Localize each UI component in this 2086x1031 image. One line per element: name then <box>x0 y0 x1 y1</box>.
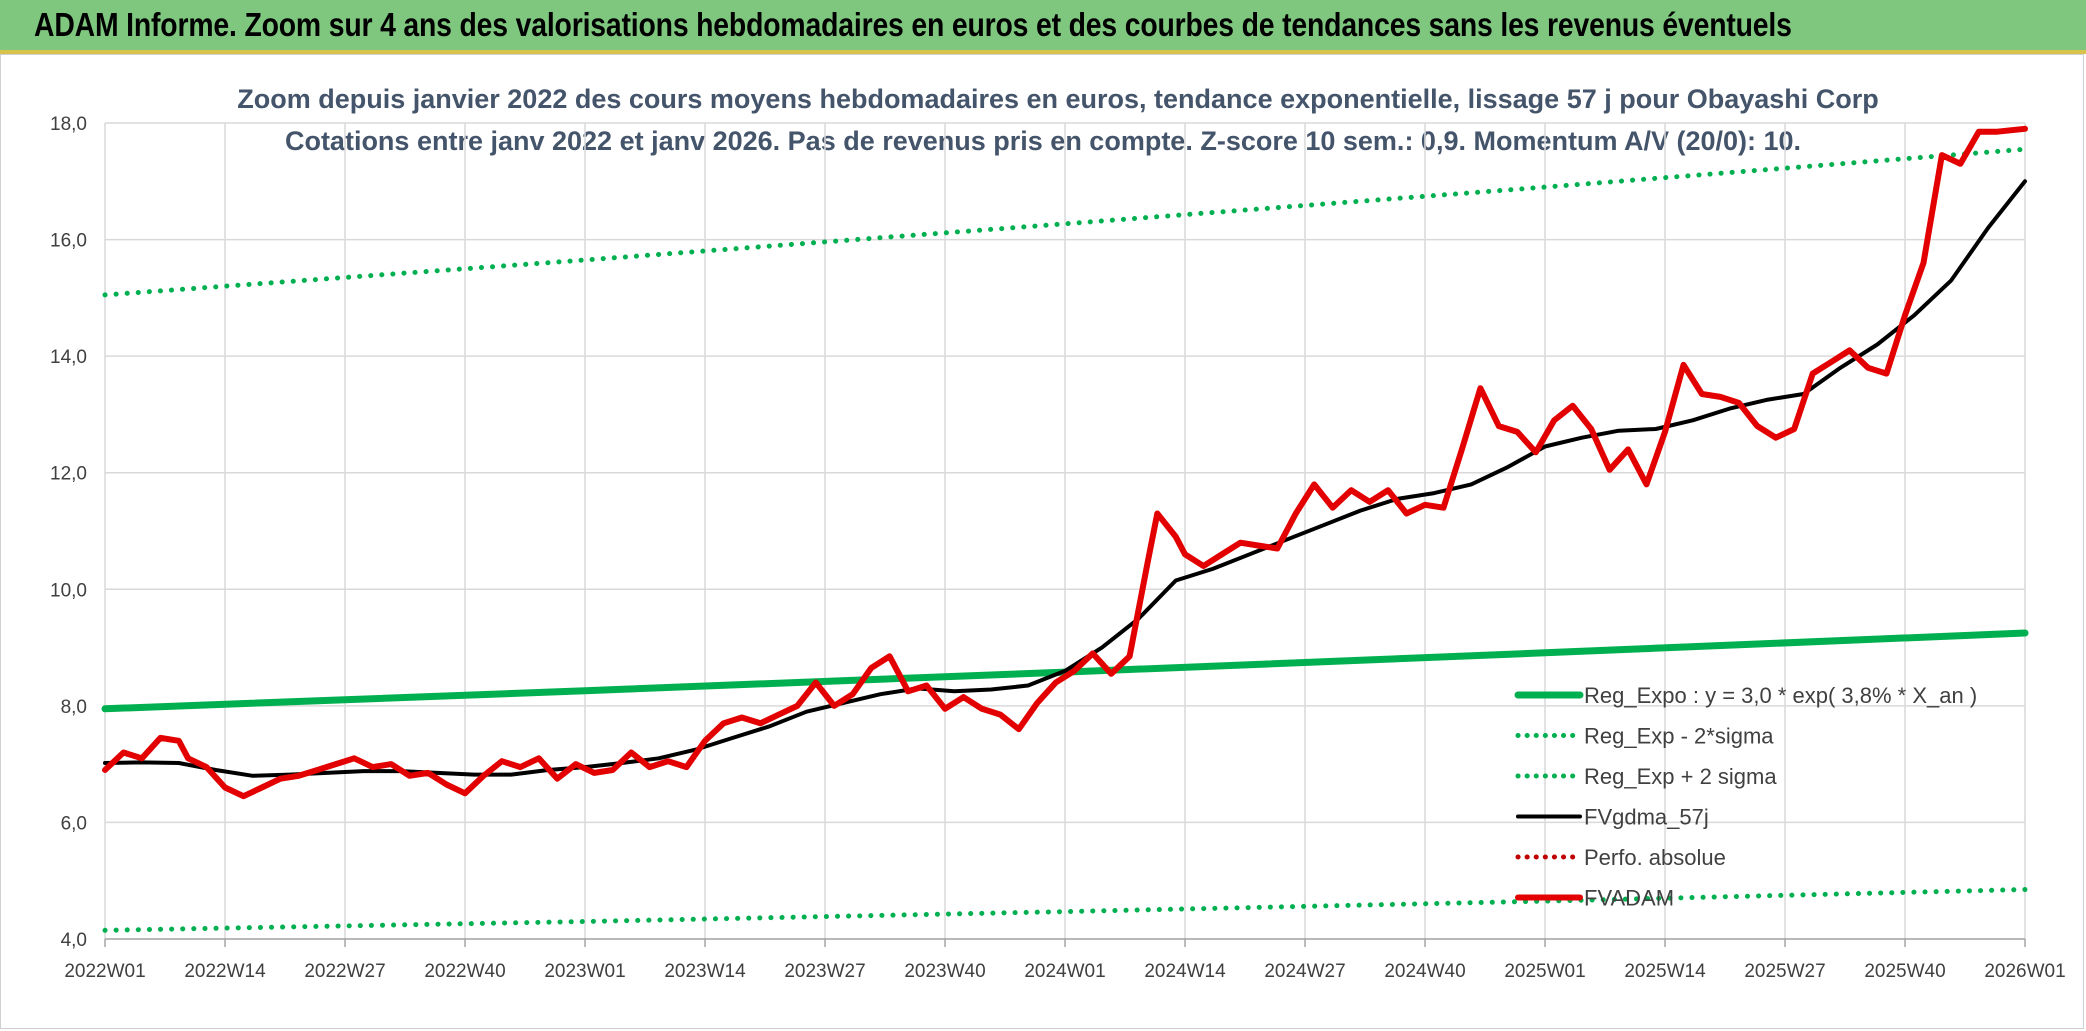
legend-label-2: Reg_Exp + 2 sigma <box>1584 764 1777 789</box>
y-tick-label: 14,0 <box>50 347 87 368</box>
x-axis: 2022W01 2022W14 2022W27 2022W40 2023W01 2023W… <box>64 938 2066 982</box>
x-tick-label: 2025W01 <box>1504 961 1585 982</box>
x-tick-label: 2025W40 <box>1864 961 1945 982</box>
y-tick-label: 4,0 <box>61 930 87 951</box>
legend-label-0: Reg_Expo : y = 3,0 * exp( 3,8% * X_an ) <box>1584 683 1977 708</box>
series-line-2 <box>102 146 2028 298</box>
y-axis: 4,0 6,0 8,0 10,0 12,0 14,0 16,0 18,0 <box>50 114 87 951</box>
y-tick-label: 6,0 <box>61 813 87 834</box>
y-tick-label: 12,0 <box>50 464 87 485</box>
x-tick-label: 2022W14 <box>184 961 266 982</box>
x-tick-label: 2023W40 <box>904 961 985 982</box>
y-tick-label: 8,0 <box>61 697 87 718</box>
x-tick-label: 2024W27 <box>1264 961 1345 982</box>
chart-title: Zoom depuis janvier 2022 des cours moyen… <box>237 84 1879 114</box>
report-banner: ADAM Informe. Zoom sur 4 ans des valoris… <box>0 0 2086 54</box>
y-tick-label: 18,0 <box>50 114 87 135</box>
x-tick-label: 2024W01 <box>1024 961 1105 982</box>
x-tick-label: 2024W40 <box>1384 961 1465 982</box>
legend-label-5: FVADAM <box>1584 886 1674 911</box>
x-tick-label: 2022W27 <box>304 961 385 982</box>
legend-label-3: FVgdma_57j <box>1584 805 1709 830</box>
x-tick-label: 2024W14 <box>1144 961 1226 982</box>
series-line-1 <box>102 887 2028 933</box>
series-layer <box>101 125 2029 933</box>
grid <box>104 122 2026 940</box>
x-tick-label: 2023W01 <box>544 961 625 982</box>
y-tick-label: 16,0 <box>50 231 87 252</box>
x-tick-label: 2026W01 <box>1984 961 2065 982</box>
x-tick-label: 2023W14 <box>664 961 746 982</box>
y-tick-label: 10,0 <box>50 580 87 601</box>
x-tick-label: 2025W27 <box>1744 961 1825 982</box>
x-tick-label: 2025W14 <box>1624 961 1706 982</box>
series-line-5 <box>102 125 2028 800</box>
report-title: ADAM Informe. Zoom sur 4 ans des valoris… <box>34 6 1792 43</box>
chart-frame <box>0 54 2084 1029</box>
x-tick-label: 2023W27 <box>784 961 865 982</box>
legend: Reg_Expo : y = 3,0 * exp( 3,8% * X_an ) R… <box>1514 683 1977 911</box>
legend-label-4: Perfo. absolue <box>1584 845 1726 870</box>
x-tick-label: 2022W01 <box>64 961 145 982</box>
chart-subtitle: Cotations entre janv 2022 et janv 2026. … <box>285 126 1801 156</box>
x-tick-label: 2022W40 <box>424 961 505 982</box>
legend-label-1: Reg_Exp - 2*sigma <box>1584 724 1774 749</box>
